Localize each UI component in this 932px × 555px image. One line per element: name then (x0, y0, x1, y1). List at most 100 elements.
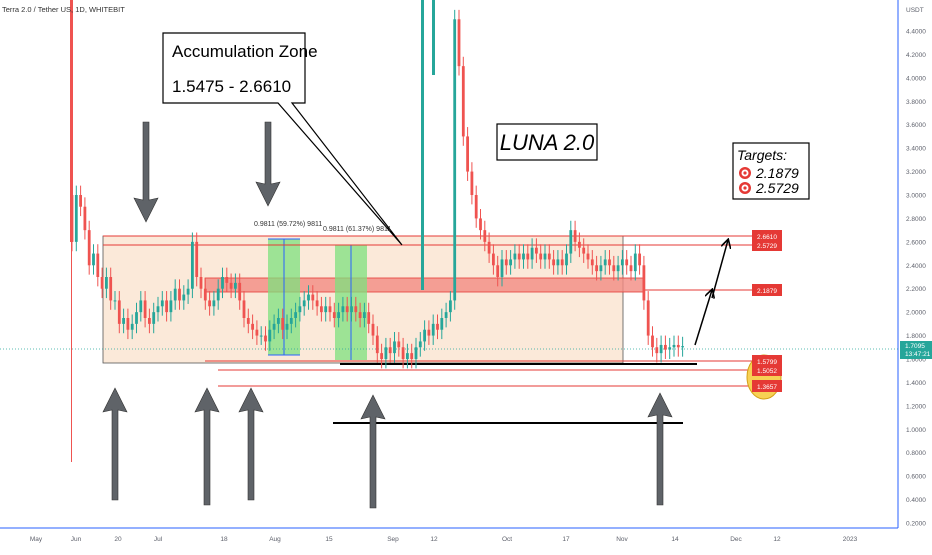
candle-body (590, 259, 594, 266)
time-tick-label: Jun (71, 536, 82, 543)
candle-body (337, 312, 340, 318)
target-value-1: 2.1879 (755, 165, 799, 181)
candle-body (681, 346, 684, 348)
candle-body (302, 300, 306, 307)
time-tick-label: 2023 (843, 536, 858, 543)
candle-body (470, 171, 474, 195)
candle-body (143, 300, 147, 318)
candle-body (160, 300, 164, 307)
candle-body (479, 218, 482, 231)
candle-body (595, 265, 598, 272)
level-tag-label: 1.5052 (757, 368, 777, 375)
level-tag (752, 239, 782, 251)
candle-body (406, 353, 409, 359)
measure-label-1: 0.9811 (59.72%) 9811 (254, 221, 322, 228)
price-tick-label: 2.2000 (906, 286, 926, 293)
level-tag-label: 2.5729 (757, 243, 777, 250)
candle-body (100, 277, 104, 289)
candle-body (384, 347, 388, 359)
candle-body (246, 318, 250, 324)
level-tag (752, 284, 782, 296)
price-tick-label: 3.0000 (906, 193, 926, 200)
candle-body (676, 344, 680, 348)
candle-body (191, 241, 194, 289)
candle-body (431, 323, 435, 336)
up-arrow-icon (360, 394, 386, 509)
candle-body (582, 247, 586, 254)
time-tick-label: 15 (325, 536, 333, 543)
candle-body (500, 259, 504, 277)
current-price-tag (900, 341, 932, 359)
level-tag (752, 380, 782, 392)
candle-body (621, 259, 624, 266)
candle-body (668, 347, 672, 350)
candle-body (135, 312, 138, 324)
price-tick-label: 2.8000 (906, 216, 926, 223)
candle-body (139, 300, 143, 313)
price-tick-label: 2.0000 (906, 310, 926, 317)
candle-body (569, 230, 573, 254)
candle-body (238, 282, 242, 301)
candle-body (651, 335, 654, 348)
time-tick-label: 12 (430, 536, 438, 543)
candle-body (96, 253, 100, 277)
candle-body (421, 0, 424, 290)
target-arrow-2[interactable] (711, 240, 728, 299)
candle-body (608, 259, 611, 266)
time-axis-ticks[interactable]: May Jun 20 Jul 18 Aug 15 Sep 12 Oct 17 Nov 14 Dec 12 20… (30, 536, 858, 543)
candle-body (664, 344, 667, 350)
candle-body (332, 312, 336, 318)
candle-body (79, 195, 82, 207)
candle-body (474, 195, 478, 219)
candle-body (294, 312, 297, 318)
price-axis-ticks[interactable]: 4.4000 4.2000 4.0000 3.8000 3.6000 3.4000 3.20… (906, 29, 926, 528)
target-icon-2 (739, 182, 751, 194)
candle-body (487, 241, 491, 254)
candle-body (289, 318, 293, 324)
candle-body (418, 341, 422, 348)
candle-body (225, 277, 229, 283)
level-labels: 2.6610 2.5729 2.1879 1.5799 1.5052 1.3657 (752, 230, 782, 392)
time-tick-label: Jul (154, 536, 163, 543)
candle-body (539, 253, 543, 260)
price-tick-label: 3.2000 (906, 169, 926, 176)
candle-body (216, 288, 220, 301)
price-tick-label: 2.4000 (906, 263, 926, 270)
time-tick-label: May (30, 536, 43, 543)
candle-body (74, 195, 78, 242)
time-tick-label: 12 (773, 536, 781, 543)
candle-body (363, 312, 366, 318)
price-tick-label: 3.4000 (906, 146, 926, 153)
candle-body (496, 265, 500, 277)
candle-body (440, 318, 444, 330)
symbol-header: Terra 2.0 / Tether US, 1D, WHITEBIT (2, 5, 125, 14)
candle-body (578, 241, 581, 248)
target-arrow-1[interactable] (694, 290, 712, 346)
candle-body (436, 323, 439, 330)
price-tick-label: 2.6000 (906, 239, 926, 246)
candle-body (92, 253, 95, 266)
down-arrow-icon (133, 121, 159, 223)
candle-body (401, 347, 405, 359)
candle-body (659, 344, 663, 354)
candle-body (380, 353, 383, 359)
candle-body (560, 259, 564, 266)
zone-callout[interactable] (162, 32, 403, 246)
candle-body (509, 259, 512, 266)
price-tick-label: 3.8000 (906, 99, 926, 106)
candle-body (655, 347, 659, 354)
candle-body (672, 344, 676, 348)
price-tick-label: 4.0000 (906, 75, 926, 82)
candle-body (148, 318, 151, 324)
candles (70, 0, 684, 462)
candle-body (87, 230, 91, 266)
candle-body (565, 253, 568, 266)
candle-body (212, 300, 216, 307)
candle-body (109, 277, 113, 301)
candle-body (423, 329, 426, 342)
candle-body (526, 253, 530, 260)
candle-body (504, 259, 508, 266)
candle-body (646, 300, 650, 336)
up-arrow-icon (238, 387, 264, 501)
